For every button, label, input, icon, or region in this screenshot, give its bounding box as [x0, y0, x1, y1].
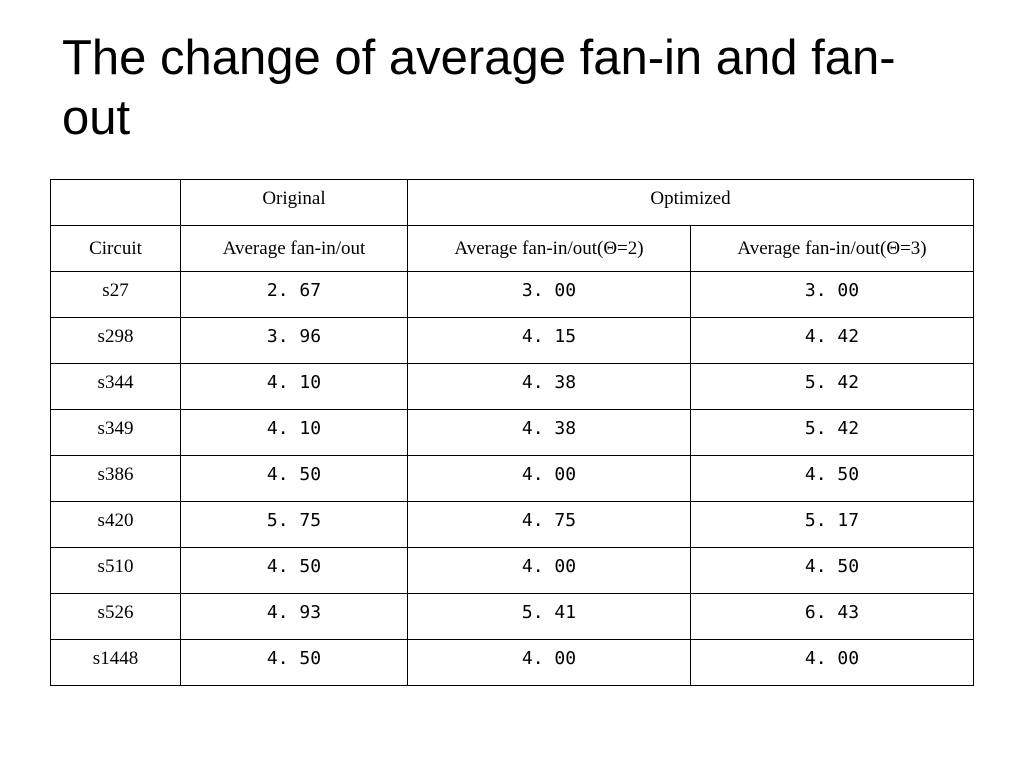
theta2-value-cell: 4. 38 [407, 363, 691, 410]
table-row: s349 4. 10 4. 38 5. 42 [50, 409, 975, 456]
column-header-optimized-theta3: Average fan-in/out(Θ=3) [689, 225, 975, 272]
theta3-value-cell: 6. 43 [689, 593, 975, 640]
table-row: s27 2. 67 3. 00 3. 00 [50, 271, 975, 318]
theta3-value-cell: 5. 17 [689, 501, 975, 548]
theta2-value-cell: 3. 00 [407, 271, 691, 318]
theta3-value-cell: 5. 42 [689, 363, 975, 410]
original-value-cell: 4. 93 [180, 593, 408, 640]
group-header-empty [50, 179, 181, 226]
slide-title: The change of average fan-in and fan-out [62, 31, 896, 145]
theta3-value-cell: 3. 00 [689, 271, 975, 318]
original-value-cell: 2. 67 [180, 271, 408, 318]
theta3-value-cell: 4. 50 [689, 455, 975, 502]
circuit-cell: s344 [50, 363, 181, 410]
circuit-cell: s349 [50, 409, 181, 456]
original-value-cell: 5. 75 [180, 501, 408, 548]
circuit-cell: s1448 [50, 639, 181, 686]
table-row: s526 4. 93 5. 41 6. 43 [50, 593, 975, 640]
table-row: s386 4. 50 4. 00 4. 50 [50, 455, 975, 502]
column-header-circuit: Circuit [50, 225, 181, 272]
circuit-cell: s510 [50, 547, 181, 594]
table-row: s510 4. 50 4. 00 4. 50 [50, 547, 975, 594]
fan-in-out-table: Original Optimized Circuit Average fan-i… [50, 179, 975, 686]
original-value-cell: 4. 50 [180, 455, 408, 502]
column-header-row: Circuit Average fan-in/out Average fan-i… [50, 225, 975, 272]
theta3-value-cell: 4. 50 [689, 547, 975, 594]
theta3-value-cell: 4. 00 [689, 639, 975, 686]
theta2-value-cell: 4. 00 [407, 639, 691, 686]
theta3-value-cell: 5. 42 [689, 409, 975, 456]
column-header-original-avg: Average fan-in/out [180, 225, 408, 272]
group-header-row: Original Optimized [50, 179, 975, 226]
table-row: s1448 4. 50 4. 00 4. 00 [50, 639, 975, 686]
original-value-cell: 4. 50 [180, 639, 408, 686]
theta2-value-cell: 4. 00 [407, 455, 691, 502]
column-header-optimized-theta2: Average fan-in/out(Θ=2) [407, 225, 691, 272]
table-row: s420 5. 75 4. 75 5. 17 [50, 501, 975, 548]
original-value-cell: 4. 50 [180, 547, 408, 594]
theta3-value-cell: 4. 42 [689, 317, 975, 364]
group-header-original: Original [180, 179, 408, 226]
table-row: s298 3. 96 4. 15 4. 42 [50, 317, 975, 364]
theta2-value-cell: 5. 41 [407, 593, 691, 640]
theta2-value-cell: 4. 15 [407, 317, 691, 364]
circuit-cell: s386 [50, 455, 181, 502]
group-header-optimized: Optimized [406, 179, 975, 226]
original-value-cell: 4. 10 [180, 363, 408, 410]
theta2-value-cell: 4. 00 [407, 547, 691, 594]
circuit-cell: s27 [50, 271, 181, 318]
circuit-cell: s420 [50, 501, 181, 548]
original-value-cell: 3. 96 [180, 317, 408, 364]
original-value-cell: 4. 10 [180, 409, 408, 456]
circuit-cell: s526 [50, 593, 181, 640]
table-row: s344 4. 10 4. 38 5. 42 [50, 363, 975, 410]
theta2-value-cell: 4. 38 [407, 409, 691, 456]
circuit-cell: s298 [50, 317, 181, 364]
theta2-value-cell: 4. 75 [407, 501, 691, 548]
